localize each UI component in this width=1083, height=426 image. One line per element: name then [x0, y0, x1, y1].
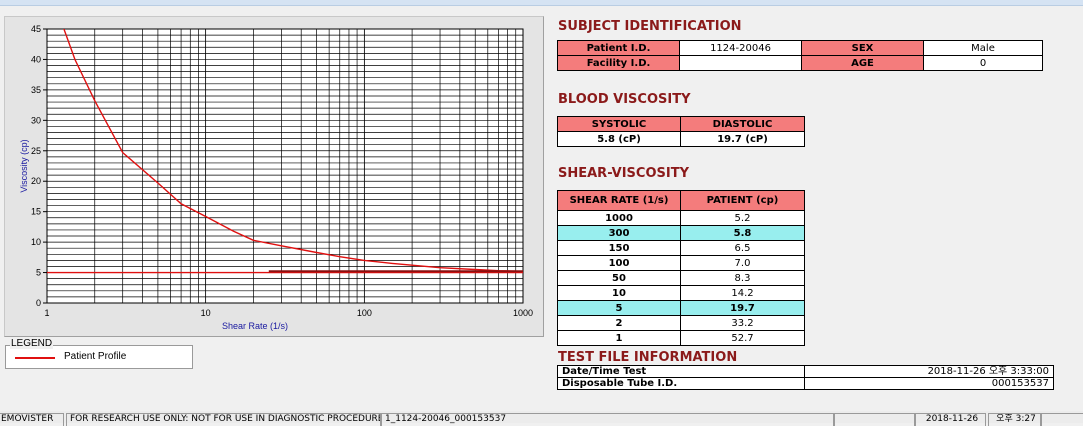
shear-rate-header: SHEAR RATE (1/s) — [557, 190, 681, 211]
status-file: 1_1124-20046_000153537 — [381, 413, 834, 426]
datetime-label: Date/Time Test — [557, 365, 805, 378]
status-date: 2018-11-26 — [915, 413, 986, 426]
tube-id-value: 000153537 — [804, 377, 1054, 390]
shear-row: 5 19.7 — [557, 300, 805, 316]
legend-item-label: Patient Profile — [64, 351, 127, 362]
series-line-0 — [63, 29, 523, 272]
diastolic-value: 19.7 (cP) — [680, 131, 805, 147]
blood-viscosity-table: SYSTOLIC DIASTOLIC 5.8 (cP) 19.7 (cP) — [557, 116, 805, 147]
test-file-table: Date/Time Test 2018-11-26 오후 3:33:00 Dis… — [557, 365, 1054, 390]
status-time: 오후 3:27 — [988, 413, 1041, 426]
patient-cp-cell: 5.2 — [680, 210, 805, 226]
y-tick-label: 45 — [31, 24, 41, 34]
diastolic-label: DIASTOLIC — [680, 116, 805, 132]
shear-rate-cell: 150 — [557, 240, 681, 256]
patient-cp-cell: 14.2 — [680, 285, 805, 301]
patient-cp-cell: 5.8 — [680, 225, 805, 241]
patient-cp-cell: 8.3 — [680, 270, 805, 286]
y-tick-label: 0 — [36, 298, 41, 308]
y-tick-label: 40 — [31, 54, 41, 64]
patient-id-label: Patient I.D. — [557, 40, 680, 56]
y-tick-label: 5 — [36, 268, 41, 278]
x-tick-label: 1000 — [513, 308, 533, 318]
shear-viscosity-table: SHEAR RATE (1/s) PATIENT (cp) 1000 5.2 300… — [557, 190, 805, 346]
legend-title: LEGEND — [10, 338, 54, 349]
status-empty-pane — [834, 413, 915, 426]
shear-row: 1 52.7 — [557, 330, 805, 346]
status-notice: FOR RESEARCH USE ONLY: NOT FOR USE IN DI… — [66, 413, 381, 426]
patient-cp-cell: 6.5 — [680, 240, 805, 256]
patient-cp-header: PATIENT (cp) — [680, 190, 805, 211]
y-tick-label: 15 — [31, 207, 41, 217]
sex-value: Male — [923, 40, 1043, 56]
shear-rows: 1000 5.2 300 5.8 150 6.5 100 7.0 50 8.3 10 14.2 5 19.… — [557, 210, 805, 346]
sex-label: SEX — [801, 40, 924, 56]
y-tick-label: 25 — [31, 146, 41, 156]
shear-viscosity-title: SHEAR-VISCOSITY — [558, 166, 689, 181]
y-tick-label: 10 — [31, 237, 41, 247]
patient-id-value: 1124-20046 — [679, 40, 802, 56]
legend-line-swatch — [15, 357, 55, 359]
x-tick-label: 100 — [357, 308, 372, 318]
shear-row: 1000 5.2 — [557, 210, 805, 226]
patient-cp-cell: 52.7 — [680, 330, 805, 346]
patient-cp-cell: 19.7 — [680, 300, 805, 316]
plot-area — [46, 28, 524, 304]
y-tick-label: 30 — [31, 115, 41, 125]
shear-rate-cell: 5 — [557, 300, 681, 316]
facility-id-value — [679, 55, 802, 71]
systolic-label: SYSTOLIC — [557, 116, 681, 132]
viscosity-chart-panel: 0 5 10 15 20 25 30 35 40 45 1 10 100 1000 Shear Rate (… — [4, 16, 544, 337]
shear-row: 2 33.2 — [557, 315, 805, 331]
patient-cp-cell: 33.2 — [680, 315, 805, 331]
shear-row: 300 5.8 — [557, 225, 805, 241]
window-top-edge — [0, 0, 1083, 6]
subject-table: Patient I.D. 1124-20046 SEX Male Facilit… — [557, 40, 1043, 71]
tube-id-label: Disposable Tube I.D. — [557, 377, 805, 390]
shear-row: 150 6.5 — [557, 240, 805, 256]
shear-rate-cell: 100 — [557, 255, 681, 271]
shear-rate-cell: 2 — [557, 315, 681, 331]
age-label: AGE — [801, 55, 924, 71]
x-tick-label: 1 — [44, 308, 49, 318]
blood-viscosity-title: BLOOD VISCOSITY — [558, 92, 691, 107]
subject-section-title: SUBJECT IDENTIFICATION — [558, 19, 742, 34]
systolic-value: 5.8 (cP) — [557, 131, 681, 147]
shear-rate-cell: 10 — [557, 285, 681, 301]
viscosity-chart: 0 5 10 15 20 25 30 35 40 45 1 10 100 1000 Shear Rate (… — [19, 24, 533, 331]
facility-id-label: Facility I.D. — [557, 55, 680, 71]
shear-row: 50 8.3 — [557, 270, 805, 286]
shear-row: 100 7.0 — [557, 255, 805, 271]
y-axis-label: Viscosity (cp) — [19, 139, 29, 192]
patient-cp-cell: 7.0 — [680, 255, 805, 271]
shear-row: 10 14.2 — [557, 285, 805, 301]
status-extra-pane — [1041, 413, 1083, 426]
status-app-name: EMOVISTER — [0, 413, 64, 426]
status-bar: EMOVISTER FOR RESEARCH USE ONLY: NOT FOR… — [0, 411, 1083, 426]
age-value: 0 — [923, 55, 1043, 71]
x-axis-label: Shear Rate (1/s) — [222, 321, 288, 331]
shear-rate-cell: 50 — [557, 270, 681, 286]
y-tick-label: 20 — [31, 176, 41, 186]
x-tick-label: 10 — [201, 308, 211, 318]
y-tick-label: 35 — [31, 85, 41, 95]
test-file-title: TEST FILE INFORMATION — [558, 350, 738, 365]
shear-rate-cell: 1 — [557, 330, 681, 346]
shear-rate-cell: 300 — [557, 225, 681, 241]
legend-box: LEGEND Patient Profile — [5, 338, 193, 369]
shear-rate-cell: 1000 — [557, 210, 681, 226]
datetime-value: 2018-11-26 오후 3:33:00 — [804, 365, 1054, 378]
